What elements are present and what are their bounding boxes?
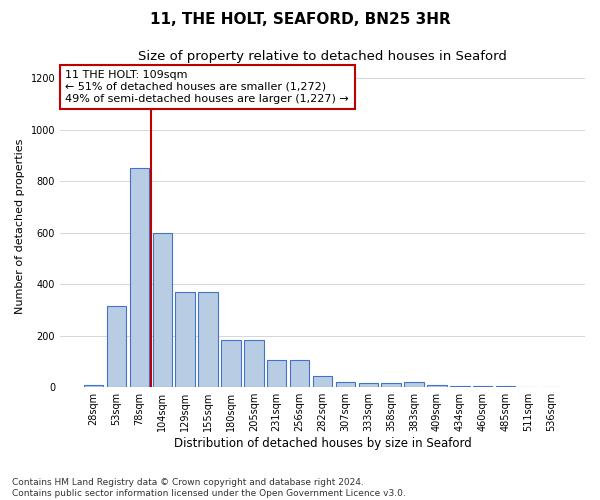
Text: 11, THE HOLT, SEAFORD, BN25 3HR: 11, THE HOLT, SEAFORD, BN25 3HR: [149, 12, 451, 28]
Y-axis label: Number of detached properties: Number of detached properties: [15, 138, 25, 314]
Bar: [404, 382, 424, 387]
Text: 11 THE HOLT: 109sqm
← 51% of detached houses are smaller (1,272)
49% of semi-det: 11 THE HOLT: 109sqm ← 51% of detached ho…: [65, 70, 349, 104]
X-axis label: Distribution of detached houses by size in Seaford: Distribution of detached houses by size …: [173, 437, 472, 450]
Bar: [199, 292, 218, 387]
Bar: [382, 384, 401, 387]
Bar: [335, 382, 355, 387]
Bar: [267, 360, 286, 387]
Bar: [473, 386, 493, 387]
Bar: [107, 306, 126, 387]
Bar: [175, 292, 195, 387]
Bar: [221, 340, 241, 387]
Bar: [244, 340, 263, 387]
Text: Contains HM Land Registry data © Crown copyright and database right 2024.
Contai: Contains HM Land Registry data © Crown c…: [12, 478, 406, 498]
Title: Size of property relative to detached houses in Seaford: Size of property relative to detached ho…: [138, 50, 507, 63]
Bar: [130, 168, 149, 387]
Bar: [313, 376, 332, 387]
Bar: [290, 360, 310, 387]
Bar: [519, 386, 538, 387]
Bar: [450, 386, 470, 387]
Bar: [152, 233, 172, 387]
Bar: [542, 386, 561, 387]
Bar: [427, 384, 446, 387]
Bar: [496, 386, 515, 387]
Bar: [84, 384, 103, 387]
Bar: [359, 382, 378, 387]
